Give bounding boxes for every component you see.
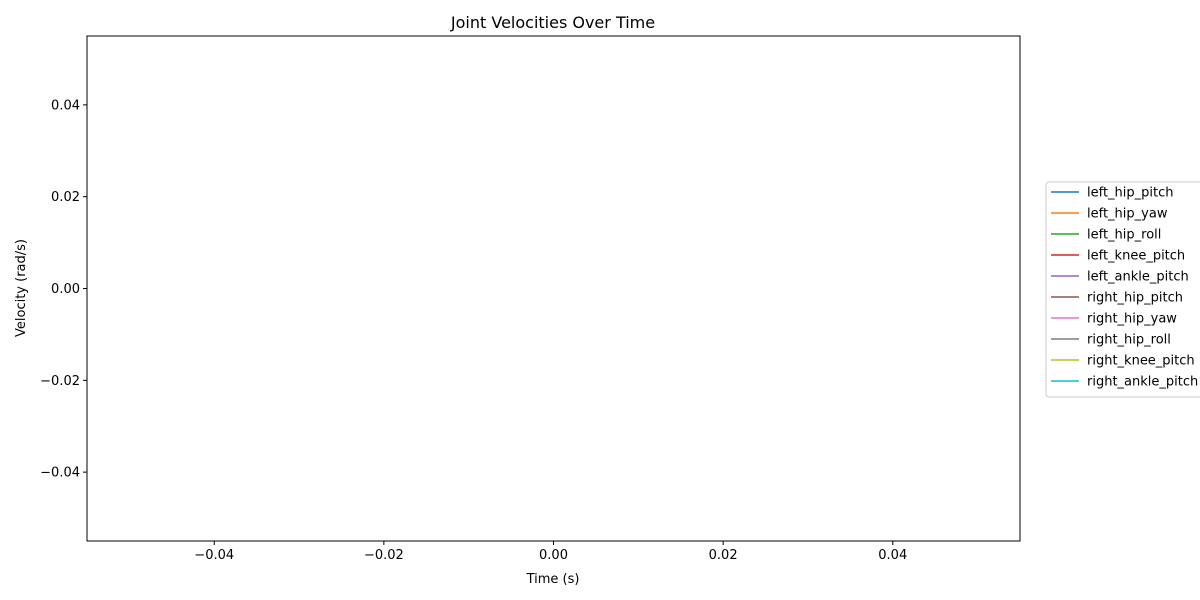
legend-label: left_ankle_pitch	[1087, 270, 1189, 285]
y-tick-label: −0.02	[40, 374, 80, 389]
legend-label: left_hip_pitch	[1087, 186, 1174, 201]
y-tick-label: 0.02	[51, 190, 80, 205]
legend-label: right_hip_roll	[1087, 333, 1171, 348]
y-tick-label: −0.04	[40, 466, 80, 481]
legend: left_hip_pitch left_hip_yaw left_hip_rolll…	[1045, 181, 1200, 398]
legend-label: right_knee_pitch	[1087, 354, 1195, 369]
x-tick-label: 0.02	[709, 548, 738, 563]
legend-box	[1045, 181, 1200, 398]
legend-label: right_hip_yaw	[1087, 312, 1177, 327]
y-tick-label: 0.04	[51, 98, 80, 113]
y-tick-label: 0.00	[51, 282, 80, 297]
x-tick-label: −0.02	[364, 548, 404, 563]
x-axis-label: Time (s)	[526, 572, 580, 587]
legend-label: right_ankle_pitch	[1087, 375, 1198, 390]
chart-title: Joint Velocities Over Time	[450, 13, 655, 32]
y-axis-ticks: −0.04 −0.02 0.00 0.02 0.04	[40, 98, 87, 481]
legend-label: left_knee_pitch	[1087, 249, 1185, 264]
legend-label: right_hip_pitch	[1087, 291, 1183, 306]
x-tick-label: −0.04	[194, 548, 234, 563]
x-axis-ticks: −0.04 −0.02 0.00 0.02 0.04	[194, 541, 907, 563]
x-tick-label: 0.00	[539, 548, 568, 563]
y-axis-label: Velocity (rad/s)	[14, 239, 29, 337]
x-tick-label: 0.04	[878, 548, 907, 563]
legend-label: left_hip_yaw	[1087, 207, 1168, 222]
legend-label: left_hip_roll	[1087, 228, 1161, 243]
legend-items: left_hip_pitch left_hip_yaw left_hip_rolll…	[1051, 186, 1198, 390]
